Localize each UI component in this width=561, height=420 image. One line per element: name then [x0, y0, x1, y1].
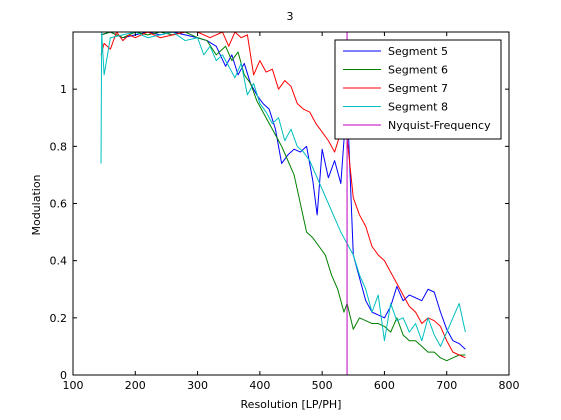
series-line-2: [100, 32, 466, 362]
y-tick-label: 0.6: [50, 198, 68, 211]
y-tick-label: 0.4: [50, 255, 68, 268]
y-tick-label: 0: [60, 369, 67, 382]
y-axis: 0 0.2 0.4 0.6 0.8 1: [50, 83, 509, 382]
y-tick-label: 0.8: [50, 140, 68, 153]
legend-label-4: Segment 8: [388, 101, 448, 114]
x-tick-label: 800: [499, 379, 520, 392]
x-tick-label: 400: [249, 379, 270, 392]
x-tick-label: 700: [436, 379, 457, 392]
x-tick-label: 500: [312, 379, 333, 392]
legend-label-5: Nyquist-Frequency: [388, 119, 491, 132]
legend-label-3: Segment 7: [388, 82, 448, 95]
legend-box: [334, 39, 502, 140]
series-line-3: [100, 32, 466, 359]
legend: Segment 5 Segment 6 Segment 7 Segment 8 Nyqu…: [334, 39, 502, 140]
x-tick-label: 300: [187, 379, 208, 392]
x-axis-label: Resolution [LP/PH]: [241, 398, 342, 411]
y-axis-label: Modulation: [30, 174, 43, 235]
y-tick-label: 0.2: [50, 312, 68, 325]
series-line-4: [100, 32, 466, 347]
x-tick-label: 600: [374, 379, 395, 392]
legend-label-1: Segment 5: [388, 45, 448, 58]
legend-label-2: Segment 6: [388, 64, 448, 77]
x-axis: 100 200 300 400 500 600 700 800: [63, 32, 520, 392]
x-tick-label: 100: [63, 379, 84, 392]
x-tick-label: 200: [125, 379, 146, 392]
series-layer: [100, 32, 466, 375]
y-tick-label: 1: [60, 83, 67, 96]
chart-title: 3: [287, 10, 294, 23]
